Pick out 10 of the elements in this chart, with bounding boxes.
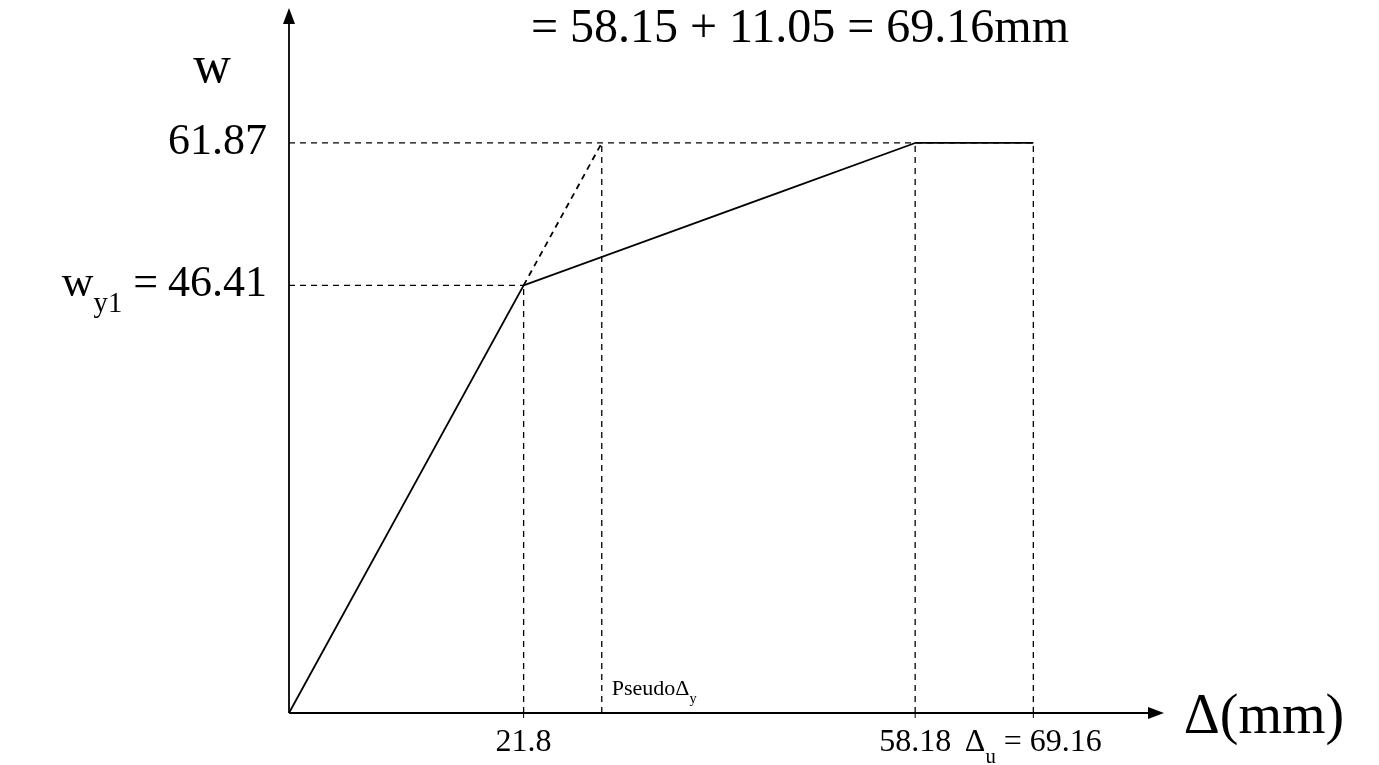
x-axis-title: Δ(mm) <box>1183 683 1345 746</box>
x-tick-label: 58.18 <box>879 722 952 758</box>
y-tick-label: 61.87 <box>168 114 267 164</box>
ref-line-label: PseudoΔ$_{y}$ <box>611 675 698 706</box>
y-axis-title: w <box>193 36 232 93</box>
annotation: w$_{y1}$ = <box>61 257 158 318</box>
x-tick-label: Δ$_{u}$ = 69.16 <box>964 722 1102 765</box>
y-tick-label: 46.41 <box>168 257 267 307</box>
x-tick-label: 21.8 <box>495 722 552 758</box>
chart-title: = 58.15 + 11.05 = 69.16mm <box>530 0 1070 52</box>
